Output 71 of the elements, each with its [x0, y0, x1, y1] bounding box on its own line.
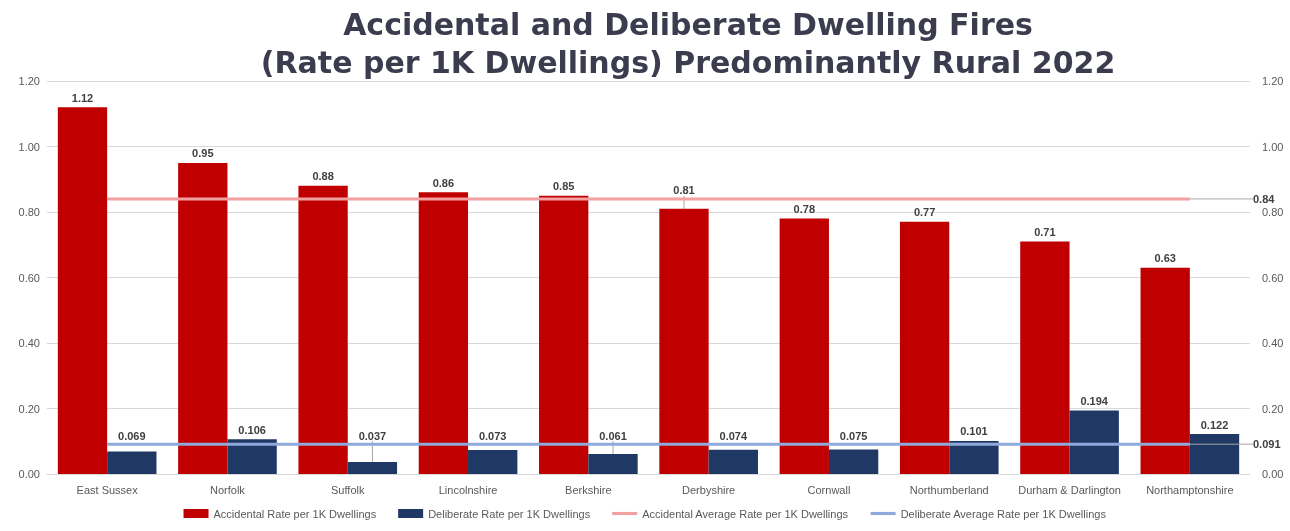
bar	[899, 221, 950, 474]
legend-label: Accidental Rate per 1K Dwellings	[213, 507, 377, 520]
x-tick-label: Cornwall	[807, 483, 851, 496]
data-label: 0.091	[1253, 438, 1281, 451]
legend-label: Deliberate Rate per 1K Dwellings	[428, 507, 591, 520]
bar	[347, 461, 398, 474]
y2-tick-label: 0.60	[1262, 271, 1284, 284]
y2-tick-label: 0.80	[1262, 206, 1284, 218]
bar	[418, 192, 469, 474]
bar	[539, 195, 589, 474]
y-tick-label: 0.60	[18, 271, 40, 284]
data-label: 0.85	[552, 180, 575, 193]
data-label: 0.71	[1034, 225, 1056, 238]
y-tick-label: 1.20	[18, 75, 40, 87]
data-label: 0.86	[432, 176, 455, 189]
x-tick-label: Northumberland	[909, 483, 989, 496]
data-label: 0.77	[913, 206, 936, 219]
bar	[588, 454, 638, 474]
bar	[178, 162, 228, 474]
bar	[57, 107, 108, 474]
x-tick-label: East Sussex	[76, 483, 139, 496]
bar	[1140, 267, 1190, 474]
data-label: 0.63	[1154, 252, 1176, 265]
bar	[779, 218, 829, 474]
legend-label: Deliberate Average Rate per 1K Dwellings	[900, 507, 1107, 520]
x-tick-label: Suffolk	[331, 483, 365, 496]
x-tick-label: Lincolnshire	[438, 483, 498, 496]
bar	[708, 449, 758, 474]
bar	[1189, 434, 1240, 474]
bar	[298, 185, 348, 474]
data-label: 0.075	[839, 429, 868, 442]
data-label: 1.12	[71, 91, 94, 104]
y2-tick-label: 0.40	[1262, 337, 1284, 349]
y-tick-label: 0.20	[18, 402, 40, 415]
data-label: 0.037	[358, 429, 387, 442]
data-label: 0.88	[312, 170, 334, 183]
y2-tick-label: 0.00	[1262, 468, 1284, 480]
data-label: 0.122	[1200, 418, 1229, 431]
data-label: 0.78	[793, 203, 815, 216]
x-tick-label: Norfolk	[210, 483, 246, 496]
bar	[828, 449, 879, 474]
x-tick-label: Derbyshire	[682, 483, 736, 496]
y-tick-label: 0.00	[18, 468, 40, 480]
bar	[1069, 410, 1119, 474]
data-label: 0.073	[478, 429, 507, 442]
data-label: 0.061	[599, 429, 627, 442]
data-label: 0.074	[719, 429, 748, 442]
y-tick-label: 1.00	[18, 140, 40, 153]
bar	[468, 450, 518, 474]
chart-title: Accidental and Deliberate Dwelling Fires (Rate per 1K Dwellings) Predominantly Rural 2022	[260, 6, 1116, 80]
bar	[659, 208, 709, 474]
y-tick-label: 0.80	[18, 206, 40, 218]
data-label: 0.106	[238, 423, 266, 436]
x-tick-label: Berkshire	[565, 483, 612, 496]
y2-tick-label: 1.00	[1262, 140, 1284, 153]
bar	[949, 440, 999, 474]
data-label: 0.101	[960, 425, 988, 438]
x-tick-label: Durham & Darlington	[1018, 483, 1121, 496]
y2-tick-label: 1.20	[1262, 75, 1284, 87]
bar	[1020, 241, 1070, 474]
y-tick-label: 0.40	[18, 337, 40, 349]
data-label: 0.194	[1080, 394, 1109, 407]
bar	[107, 451, 157, 474]
legend-label: Accidental Average Rate per 1K Dwellings	[642, 507, 849, 520]
data-label: 0.81	[673, 184, 695, 197]
x-tick-label: Northamptonshire	[1146, 483, 1234, 496]
y2-tick-label: 0.20	[1262, 402, 1284, 415]
data-label: 0.84	[1253, 192, 1276, 205]
data-label: 0.069	[118, 429, 146, 442]
data-label: 0.95	[192, 147, 214, 160]
bar	[227, 439, 277, 474]
